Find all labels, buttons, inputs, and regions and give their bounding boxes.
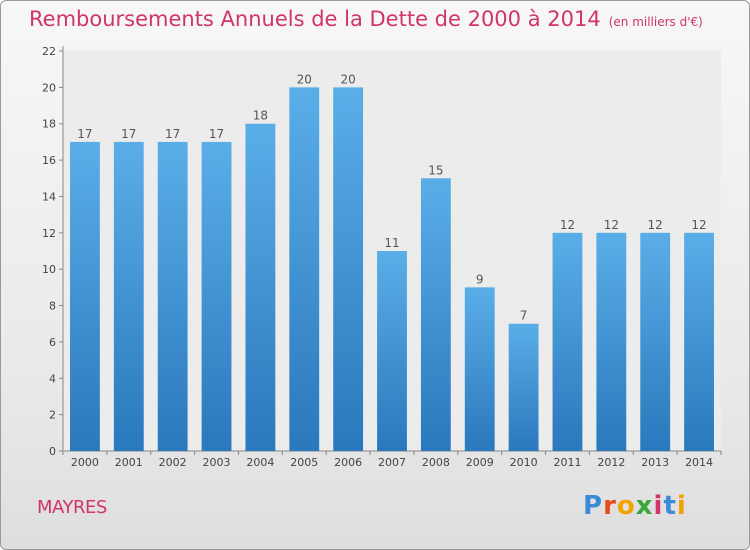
- bar-value-label: 7: [520, 309, 528, 323]
- y-tick-label: 8: [49, 300, 56, 313]
- bar-value-label: 12: [648, 218, 663, 232]
- bar-value-label: 17: [209, 127, 224, 141]
- logo-letter: i: [653, 491, 664, 521]
- bar-value-label: 11: [384, 236, 399, 250]
- x-tick-label: 2001: [115, 456, 143, 469]
- bar: [640, 232, 671, 451]
- bar: [552, 232, 583, 451]
- x-tick-label: 2014: [685, 456, 713, 469]
- y-tick-label: 4: [49, 372, 56, 385]
- bar: [377, 251, 407, 451]
- bar: [333, 87, 364, 451]
- bar: [596, 232, 627, 451]
- bar-value-label: 18: [253, 109, 268, 123]
- y-tick-label: 12: [42, 227, 56, 240]
- y-tick-label: 0: [49, 445, 56, 458]
- x-tick-label: 2003: [203, 456, 231, 469]
- x-tick-label: 2000: [71, 456, 99, 469]
- bar: [201, 141, 232, 451]
- y-tick-label: 20: [42, 81, 56, 94]
- chart-subtitle: (en milliers d'€): [608, 15, 703, 29]
- x-tick-label: 2009: [466, 456, 494, 469]
- x-tick-label: 2006: [334, 456, 362, 469]
- bar: [113, 141, 144, 451]
- y-tick-label: 14: [42, 190, 56, 203]
- logo-letter: t: [663, 491, 677, 521]
- bar: [70, 141, 100, 451]
- bar-value-label: 9: [476, 272, 484, 286]
- y-tick-label: 18: [42, 118, 56, 131]
- bar: [157, 141, 188, 451]
- x-tick-label: 2004: [246, 456, 274, 469]
- y-tick-label: 2: [49, 409, 56, 422]
- bar: [684, 232, 714, 451]
- x-tick-label: 2007: [378, 456, 406, 469]
- x-tick-label: 2002: [159, 456, 187, 469]
- bar: [245, 123, 276, 452]
- bar-value-label: 12: [604, 218, 619, 232]
- bar-value-label: 17: [165, 127, 180, 141]
- logo-letter: o: [616, 491, 636, 521]
- x-tick-label: 2011: [553, 456, 581, 469]
- commune-name: MAYRES: [37, 497, 107, 518]
- bar: [464, 287, 495, 451]
- bar: [420, 178, 451, 452]
- y-tick-label: 10: [42, 263, 56, 276]
- bar-value-label: 20: [297, 72, 312, 86]
- y-tick-label: 16: [42, 154, 56, 167]
- bar-value-label: 12: [691, 218, 706, 232]
- logo-letter: P: [583, 491, 604, 521]
- y-tick-label: 22: [42, 45, 56, 58]
- logo-letter: r: [603, 491, 617, 521]
- bar-value-label: 17: [77, 127, 92, 141]
- bar-value-label: 12: [560, 218, 575, 232]
- bar: [508, 323, 539, 451]
- y-tick-label: 6: [49, 336, 56, 349]
- chart-title-text: Remboursements Annuels de la Dette de 20…: [29, 7, 601, 31]
- proxiti-logo: Proxiti: [583, 491, 687, 521]
- bar: [289, 87, 320, 451]
- chart-title: Remboursements Annuels de la Dette de 20…: [29, 7, 703, 31]
- x-tick-label: 2010: [510, 456, 538, 469]
- logo-letter: x: [635, 491, 654, 521]
- x-tick-label: 2008: [422, 456, 450, 469]
- x-tick-label: 2012: [597, 456, 625, 469]
- bar-value-label: 15: [428, 163, 443, 177]
- logo-letter: i: [676, 491, 687, 521]
- bar-value-label: 20: [340, 72, 355, 86]
- x-tick-label: 2005: [290, 456, 318, 469]
- x-tick-label: 2013: [641, 456, 669, 469]
- bar-value-label: 17: [121, 127, 136, 141]
